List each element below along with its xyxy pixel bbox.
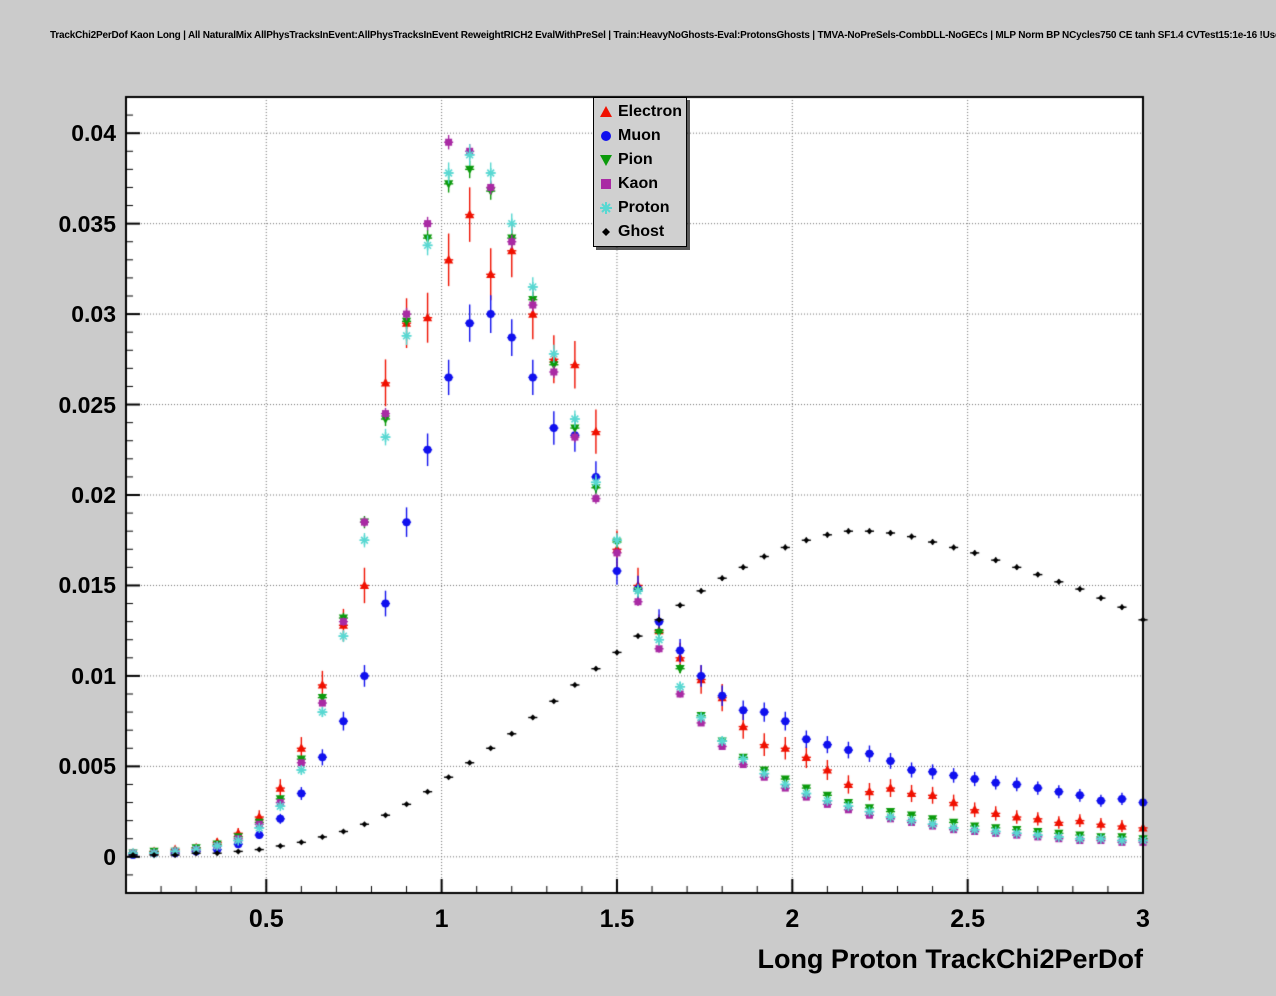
ghost-diamond-marker-icon (602, 228, 610, 236)
legend-label-muon: Muon (618, 127, 661, 144)
y-tick-label: 0.005 (58, 753, 116, 780)
y-tick-label: 0.02 (71, 482, 116, 508)
legend-entry-muon: Muon (594, 124, 686, 148)
y-tick-label: 0 (103, 843, 116, 870)
plot-title: TrackChi2PerDof Kaon Long | All NaturalM… (50, 30, 1276, 41)
legend-entry-pion: Pion (594, 148, 686, 172)
x-tick-label: 3 (1136, 905, 1150, 933)
x-tick-label: 1.5 (599, 905, 635, 933)
y-tick-label: 0.035 (58, 210, 116, 237)
x-axis-title: Long Proton TrackChi2PerDof (757, 944, 1143, 974)
x-tick-label: 1 (434, 905, 449, 933)
x-tick-label: 0.5 (248, 905, 284, 933)
legend-label-electron: Electron (618, 103, 683, 120)
legend-entry-kaon: Kaon (594, 172, 686, 196)
legend-entry-electron: Electron (594, 100, 686, 124)
kaon-square-marker-icon (601, 179, 611, 189)
y-tick-label: 0.025 (58, 391, 116, 418)
legend: Electron Muon Pion Kaon (593, 97, 687, 247)
x-tick-label: 2 (785, 905, 800, 933)
x-tick-label: 2.5 (950, 905, 986, 933)
y-tick-label: 0.04 (71, 120, 116, 147)
legend-label-ghost: Ghost (618, 223, 665, 240)
proton-star-marker-icon (600, 202, 612, 214)
legend-entry-proton: Proton (594, 196, 686, 220)
pion-triangle-down-marker-icon (600, 155, 612, 166)
y-tick-label: 0.03 (71, 301, 116, 328)
legend-label-kaon: Kaon (618, 175, 658, 192)
legend-label-pion: Pion (618, 151, 653, 168)
legend-entry-ghost: Ghost (594, 220, 686, 244)
y-tick-label: 0.01 (71, 662, 116, 689)
y-tick-label: 0.015 (58, 572, 116, 599)
electron-triangle-up-marker-icon (600, 106, 612, 117)
muon-circle-marker-icon (601, 131, 611, 141)
legend-label-proton: Proton (618, 199, 670, 216)
